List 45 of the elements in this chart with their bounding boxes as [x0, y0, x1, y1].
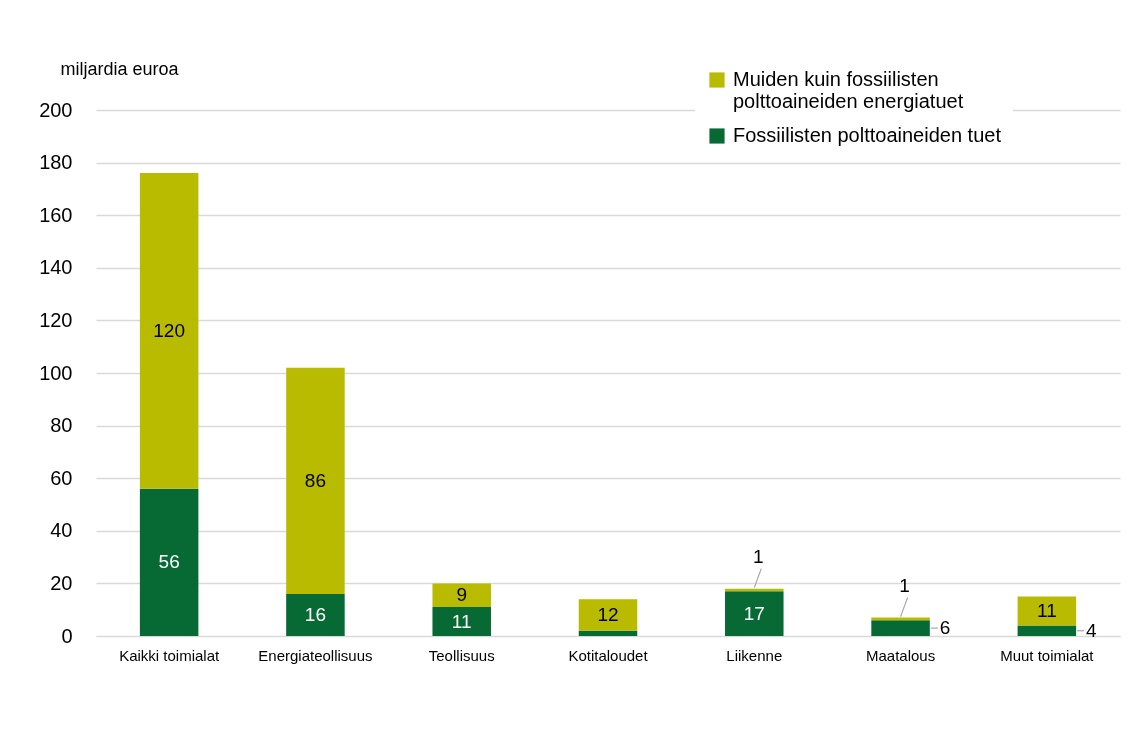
data-label: 11 [1036, 600, 1057, 622]
bar [286, 593, 345, 636]
data-label: 16 [304, 603, 326, 625]
data-label: 1 [899, 574, 910, 596]
x-tick-label: Energiateollisuus [258, 646, 373, 664]
data-label: 86 [304, 469, 326, 491]
x-tick-label: Liikenne [726, 646, 783, 664]
bar [286, 367, 345, 594]
bar [139, 488, 199, 636]
y-tick-label: 20 [50, 571, 73, 594]
legend-label: Muiden kuin fossiilisten polttoaineiden energiatuet [733, 68, 964, 112]
y-tick-label: 0 [61, 624, 73, 647]
y-tick-label: 80 [50, 414, 73, 437]
y-axis-title: miljardia euroa [60, 58, 180, 79]
bar [578, 599, 638, 631]
y-tick-label: 60 [50, 466, 73, 489]
bar [1017, 625, 1077, 636]
y-tick-label: 120 [39, 308, 73, 331]
data-label: 6 [939, 617, 951, 639]
data-label: 1 [753, 545, 764, 567]
x-tick-label: Kotitaloudet [568, 646, 649, 664]
bar [432, 583, 491, 608]
bar [578, 630, 638, 636]
data-label: 17 [743, 602, 765, 624]
x-tick-label: Muut toimialat [1000, 646, 1095, 664]
legend-label: Fossiilisten polttoaineiden tuet [733, 124, 1002, 146]
bar [432, 607, 491, 636]
data-label: 120 [153, 319, 185, 341]
data-label: 9 [456, 584, 467, 606]
x-tick-label: Maatalous [865, 646, 936, 664]
y-tick-label: 160 [39, 203, 73, 226]
data-label: 56 [158, 551, 180, 573]
bar [139, 173, 199, 489]
y-tick-label: 180 [39, 151, 73, 174]
y-tick-label: 40 [50, 519, 73, 542]
bar [871, 620, 930, 636]
y-tick-label: 200 [39, 98, 73, 121]
data-label: 11 [451, 610, 472, 632]
y-tick-label: 140 [39, 256, 73, 279]
bar [725, 591, 784, 636]
data-label: 4 [1086, 619, 1098, 641]
x-tick-label: Teollisuus [428, 646, 495, 664]
y-tick-label: 100 [39, 361, 73, 384]
x-tick-label: Kaikki toimialat [119, 646, 220, 664]
data-label: 12 [597, 603, 619, 625]
